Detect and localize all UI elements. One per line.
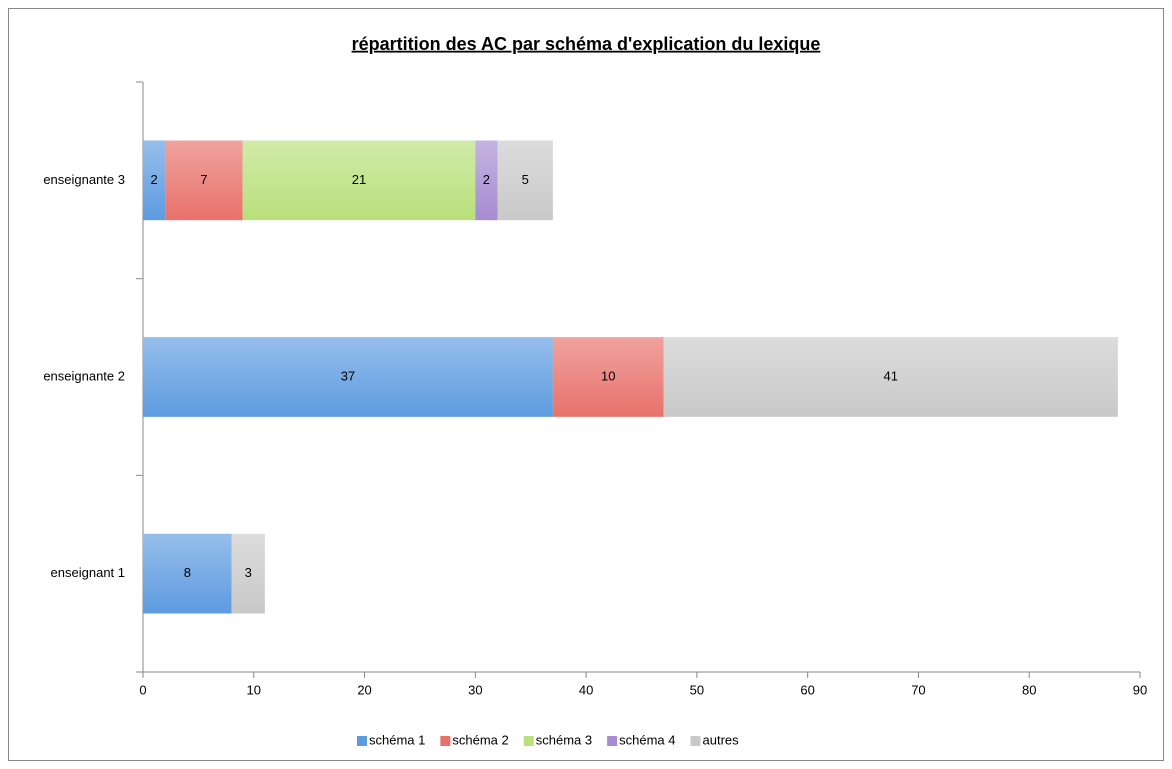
x-tick-label: 80 [1022, 682, 1036, 697]
bar-shine [475, 140, 498, 221]
legend-swatch [690, 736, 701, 746]
x-tick-label: 10 [247, 682, 261, 697]
bar-shine [242, 140, 476, 221]
x-tick-label: 20 [357, 682, 371, 697]
bar-shine [497, 140, 553, 221]
data-label: 2 [483, 172, 490, 187]
legend-label: schéma 4 [619, 732, 675, 747]
data-label: 21 [352, 172, 366, 187]
x-tick-label: 90 [1133, 682, 1147, 697]
data-label: 5 [522, 172, 529, 187]
bar-shine [165, 140, 243, 221]
data-label: 10 [601, 368, 615, 383]
data-label: 7 [200, 172, 207, 187]
x-tick-label: 60 [800, 682, 814, 697]
data-label: 8 [184, 565, 191, 580]
legend-label: schéma 1 [369, 732, 425, 747]
x-tick-label: 0 [139, 682, 146, 697]
legend-swatch [357, 736, 367, 746]
x-tick-label: 70 [911, 682, 925, 697]
y-tick-label: enseignante 3 [43, 172, 125, 187]
legend-swatch [523, 736, 534, 746]
x-tick-label: 40 [579, 682, 593, 697]
data-label: 37 [341, 368, 355, 383]
x-tick-label: 50 [690, 682, 704, 697]
legend-label: schéma 3 [536, 732, 592, 747]
y-tick-label: enseignant 1 [51, 565, 125, 580]
bar-shine [663, 337, 1118, 417]
y-tick-label: enseignante 2 [43, 368, 125, 383]
bar-shine [552, 337, 664, 417]
bar-shine [231, 533, 265, 614]
bar-shine [143, 140, 166, 221]
legend-label: autres [703, 732, 740, 747]
data-label: 2 [150, 172, 157, 187]
legend-swatch [440, 736, 451, 746]
legend-label: schéma 2 [452, 732, 508, 747]
legend-swatch [607, 736, 618, 746]
chart-title: répartition des AC par schéma d'explicat… [352, 34, 821, 54]
data-label: 3 [245, 565, 252, 580]
x-tick-label: 30 [468, 682, 482, 697]
bar-shine [143, 337, 553, 417]
data-label: 41 [884, 368, 898, 383]
bar-shine [143, 533, 232, 614]
